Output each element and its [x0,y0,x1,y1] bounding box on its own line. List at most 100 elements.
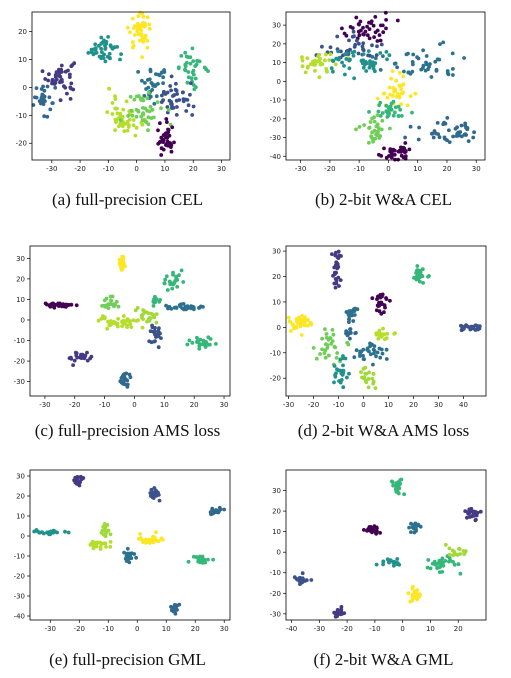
scatter-point [290,322,295,327]
scatter-point [471,135,476,140]
y-tick-label: 10 [272,59,281,67]
scatter-point [375,131,380,136]
scatter-point [344,51,349,55]
scatter-point [399,114,404,118]
x-tick-label: -20 [74,165,85,173]
scatter-point [380,23,385,28]
x-tick-label: 10 [413,165,422,173]
scatter-point [437,57,442,62]
scatter-point [328,336,333,340]
scatter-point [394,489,399,494]
scatter-point [415,597,420,602]
scatter-point [126,114,130,118]
caption-b: (b) 2-bit W&A CEL [314,190,453,209]
scatter-point [410,592,415,597]
y-tick-label: 10 [18,56,27,64]
scatter-point [434,69,439,73]
scatter-point [288,320,293,324]
scatter-point [149,538,154,543]
scatter-point [397,562,402,567]
scatter-point [154,72,158,76]
scatter-point [418,524,423,529]
scatter-point [396,94,401,99]
scatter-point [378,134,383,138]
scatter-point [113,128,117,133]
scatter-point [344,57,349,61]
x-tick-label: 30 [220,625,229,633]
y-tick-label: -30 [14,378,25,386]
x-tick-label: 0 [135,625,139,633]
scatter-point [97,43,101,48]
scatter-point [367,125,372,130]
scatter-point [334,356,339,360]
scatter-point [367,36,372,41]
scatter-point [425,565,430,570]
scatter-point [370,55,375,59]
scatter-point [53,80,58,85]
scatter-point [374,53,379,57]
scatter-point [174,278,178,283]
x-tick-label: 10 [160,401,169,409]
scatter-point [66,530,71,535]
scatter-plot-d: -30 -20 -10 0 10 20 30 40 -20 -10 0 10 20 30 [270,245,487,409]
scatter-point [128,375,133,380]
scatter-point [317,58,321,63]
scatter-point [332,281,337,286]
x-tick: 20 [189,160,198,173]
scatter-point [323,355,328,360]
scatter-point [316,54,320,59]
scatter-point [340,372,345,377]
scatter-point [339,49,343,54]
scatter-point [420,267,425,272]
scatter-point [45,114,50,119]
scatter-point [336,265,340,269]
y-tick: 0 [23,84,32,92]
y-tick-label: -40 [14,613,25,621]
scatter-point [183,50,188,55]
scatter-point [96,318,101,323]
scatter-point [452,550,457,555]
scatter-point [200,554,205,559]
scatter-point [377,328,382,333]
scatter-point [353,42,358,47]
x-tick: 10 [384,396,393,409]
x-tick-label: 20 [189,165,198,173]
scatter-point [125,25,130,30]
scatter-point [456,562,461,567]
scatter-point [372,119,377,124]
scatter-point [393,110,397,115]
scatter-point [161,98,166,103]
scatter-point [34,95,39,100]
scatter-point [333,62,338,67]
x-tick-label: 30 [434,401,443,409]
scatter-point [121,261,125,265]
scatter-point [305,56,310,61]
scatter-point [303,315,307,319]
scatter-point [190,341,195,345]
scatter-point [383,305,387,310]
scatter-point [169,88,174,93]
scatter-point [159,336,163,340]
scatter-point [160,93,164,98]
scatter-point [415,55,419,60]
scatter-point [184,109,189,113]
scatter-point [388,558,393,563]
scatter-point [389,479,394,484]
scatter-point [189,76,194,81]
scatter-point [109,302,114,307]
scatter-point [169,74,174,79]
scatter-point [402,492,406,497]
scatter-point [100,304,104,308]
scatter-point [179,268,184,273]
scatter-point [197,343,202,348]
scatter-point [337,379,341,383]
scatter-point [411,62,415,67]
scatter-point [394,78,399,83]
scatter-point [369,135,374,140]
scatter-point [410,69,415,74]
x-tick-label: 0 [134,165,138,173]
scatter-point [358,351,362,356]
scatter-point [295,577,300,582]
scatter-point [348,25,353,29]
scatter-point [125,119,130,124]
